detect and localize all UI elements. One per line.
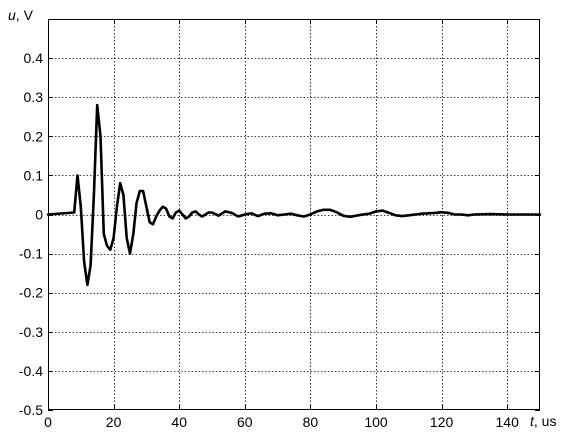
y-tick-label: -0.4	[19, 363, 43, 379]
x-tick-label: 140	[496, 414, 520, 430]
series-line	[46, 103, 542, 287]
y-axis-label: u, V	[8, 7, 34, 23]
x-axis-label: t, us	[530, 413, 556, 429]
ticks	[48, 19, 540, 411]
x-axis-symbol: t	[530, 413, 535, 429]
plot-frame	[48, 19, 540, 410]
y-tick-label: -0.2	[19, 285, 43, 301]
x-tick-label: 120	[430, 414, 454, 430]
x-tick-label: 60	[237, 414, 253, 430]
y-tick-label: -0.1	[19, 246, 43, 262]
y-tick-label: -0.5	[19, 402, 43, 418]
y-axis-symbol: u	[8, 7, 16, 23]
y-axis-unit: , V	[16, 7, 34, 23]
x-tick-label: 0	[44, 414, 52, 430]
y-tick-label: 0.3	[24, 89, 44, 105]
x-tick-label: 40	[171, 414, 187, 430]
x-tick-label: 80	[303, 414, 319, 430]
x-tick-label: 100	[364, 414, 388, 430]
y-tick-label: 0.2	[24, 128, 44, 144]
y-tick-label: -0.3	[19, 324, 43, 340]
x-axis-unit: , us	[534, 413, 557, 429]
y-tick-labels: -0.5 -0.4 -0.3 -0.2 -0.1 0 0.1 0.2 0.3 0.4	[19, 50, 43, 418]
x-tick-labels: 0 20 40 60 80 100 120 140	[44, 414, 519, 430]
curve-layer	[46, 103, 542, 287]
y-tick-label: 0.1	[24, 167, 44, 183]
x-tick-label: 20	[106, 414, 122, 430]
y-tick-label: 0	[35, 207, 43, 223]
y-tick-label: 0.4	[24, 50, 44, 66]
